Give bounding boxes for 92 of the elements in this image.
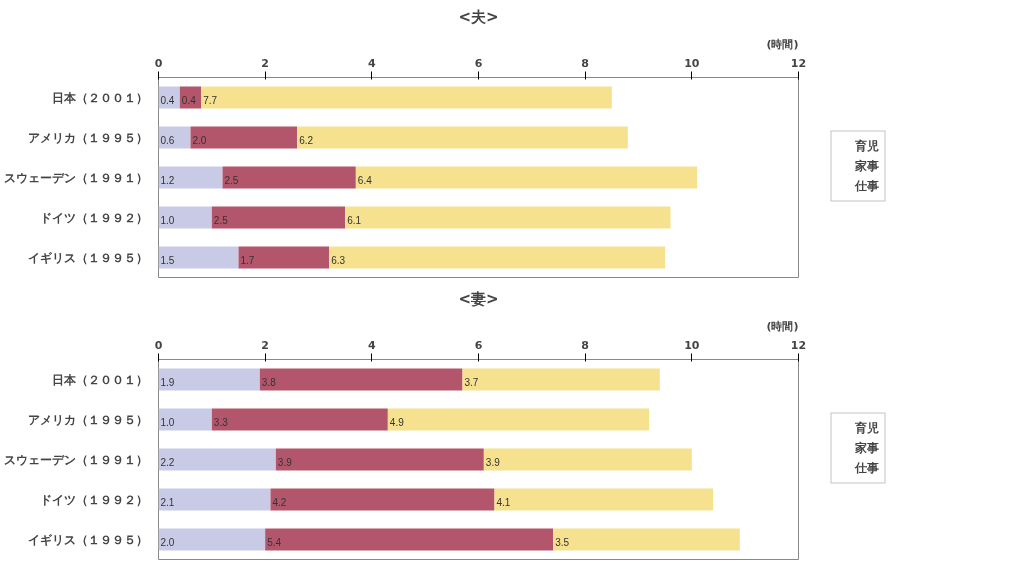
data-label: 4.9: [389, 416, 405, 428]
y-tick-label: イギリス（１９９５）: [27, 532, 148, 547]
y-tick-label: スウェーデン（１９９１）: [3, 452, 148, 467]
data-label: 1.7: [240, 254, 255, 266]
bar: [158, 126, 191, 149]
data-label: 5.4: [267, 536, 282, 548]
bar: [211, 206, 346, 229]
y-tick-label: イギリス（１９９５）: [27, 250, 148, 265]
bar: [329, 246, 666, 269]
x-tick-label: 4: [368, 56, 377, 70]
y-tick-label: アメリカ（１９９５）: [27, 412, 148, 427]
chart-title: <夫>: [458, 7, 499, 26]
bar: [462, 368, 660, 391]
data-label: 6.1: [347, 214, 362, 226]
x-tick-label: 6: [474, 338, 483, 352]
data-label: 1.9: [160, 376, 175, 388]
bar: [275, 448, 484, 471]
x-axis-title: (時間): [766, 37, 799, 51]
x-axis-title: (時間): [766, 319, 799, 333]
data-label: 1.2: [160, 174, 175, 186]
data-label: 2.5: [213, 214, 229, 226]
bar: [265, 528, 554, 551]
x-tick-label: 12: [790, 338, 807, 352]
x-tick-label: 4: [368, 338, 377, 352]
bar: [158, 206, 212, 229]
bar: [553, 528, 740, 551]
x-tick-label: 6: [474, 56, 483, 70]
y-tick-label: ドイツ（１９９２）: [39, 210, 148, 225]
x-tick-label: 10: [684, 56, 700, 70]
bar: [190, 126, 298, 149]
data-label: 2.5: [224, 174, 239, 186]
data-label: 0.6: [160, 134, 175, 146]
data-label: 3.9: [485, 456, 501, 468]
data-label: 6.3: [331, 254, 346, 266]
bar: [238, 246, 330, 269]
y-tick-label: 日本（２００１）: [51, 372, 148, 387]
text: 仕事: [854, 459, 879, 477]
text: 家事: [854, 439, 879, 457]
data-label: 0.4: [160, 94, 175, 106]
bar: [222, 166, 356, 189]
y-tick-label: 日本（２００１）: [51, 90, 148, 105]
x-tick-label: 2: [261, 56, 269, 70]
y-tick-label: ドイツ（１９９２）: [39, 492, 148, 507]
bar: [259, 368, 463, 391]
data-label: 1.0: [160, 416, 175, 428]
bar: [483, 448, 692, 471]
bar: [345, 206, 671, 229]
bar: [297, 126, 628, 149]
data-label: 1.5: [160, 254, 175, 266]
data-label: 3.7: [464, 376, 479, 388]
bar: [158, 368, 260, 391]
text: 育児: [854, 419, 879, 437]
data-label: 2.0: [192, 134, 207, 146]
data-label: 6.2: [299, 134, 314, 146]
data-label: 4.1: [496, 496, 511, 508]
bar: [211, 408, 388, 431]
bar: [158, 166, 223, 189]
data-label: 2.1: [160, 496, 175, 508]
x-tick-label: 0: [154, 338, 163, 352]
bar: [158, 488, 271, 511]
data-label: 0.4: [181, 94, 197, 106]
text: 家事: [854, 157, 879, 175]
x-tick-label: 10: [684, 338, 700, 352]
chart-title: <妻>: [458, 289, 499, 308]
bar: [158, 448, 276, 471]
data-label: 1.0: [160, 214, 175, 226]
data-label: 3.5: [555, 536, 570, 548]
data-label: 6.4: [357, 174, 373, 186]
data-label: 4.2: [272, 496, 287, 508]
data-label: 2.2: [160, 456, 175, 468]
bar: [158, 408, 212, 431]
bar: [270, 488, 495, 511]
data-label: 3.9: [277, 456, 293, 468]
text: 育児: [854, 137, 879, 155]
x-tick-label: 12: [790, 56, 807, 70]
x-tick-label: 0: [154, 56, 163, 70]
x-tick-label: 8: [581, 338, 589, 352]
bar: [494, 488, 714, 511]
data-label: 3.8: [261, 376, 277, 388]
bar: [387, 408, 650, 431]
x-tick-label: 8: [581, 56, 589, 70]
bar: [158, 528, 266, 551]
bar: [201, 86, 612, 109]
text: 仕事: [854, 177, 879, 195]
data-label: 2.0: [160, 536, 175, 548]
x-tick-label: 2: [261, 338, 269, 352]
y-tick-label: アメリカ（１９９５）: [27, 130, 148, 145]
y-tick-label: スウェーデン（１９９１）: [3, 170, 148, 185]
bar: [158, 246, 239, 269]
data-label: 3.3: [213, 416, 229, 428]
data-label: 7.7: [203, 94, 218, 106]
bar: [355, 166, 698, 189]
